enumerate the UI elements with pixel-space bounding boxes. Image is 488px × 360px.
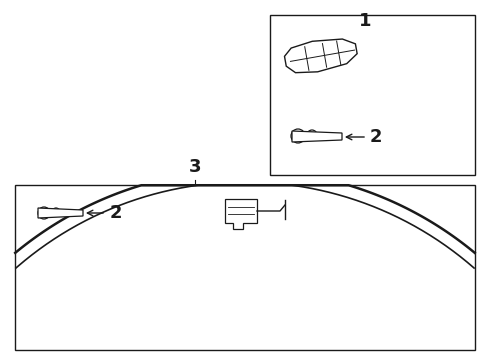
Polygon shape xyxy=(224,199,257,229)
Circle shape xyxy=(306,130,316,140)
Circle shape xyxy=(290,129,305,143)
Bar xyxy=(15,185,474,350)
Polygon shape xyxy=(38,208,83,218)
Bar xyxy=(269,15,474,175)
Text: 2: 2 xyxy=(369,128,382,146)
Text: 3: 3 xyxy=(188,158,201,176)
Text: 2: 2 xyxy=(110,204,122,222)
Text: 1: 1 xyxy=(358,12,370,30)
Polygon shape xyxy=(284,39,356,73)
Circle shape xyxy=(52,208,60,216)
Polygon shape xyxy=(291,131,341,142)
Circle shape xyxy=(38,207,50,219)
